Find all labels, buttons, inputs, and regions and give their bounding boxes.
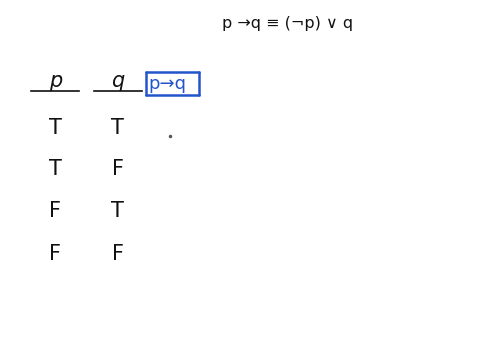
Text: p →q ≡ (¬p) ∨ q: p →q ≡ (¬p) ∨ q: [222, 16, 354, 31]
Text: T: T: [111, 201, 124, 221]
Text: F: F: [49, 244, 61, 264]
Text: F: F: [111, 159, 124, 179]
Text: p: p: [48, 71, 62, 91]
Text: T: T: [49, 118, 61, 138]
Text: T: T: [111, 118, 124, 138]
Text: T: T: [49, 159, 61, 179]
Text: F: F: [111, 244, 124, 264]
Text: q: q: [111, 71, 124, 91]
Text: p→q: p→q: [148, 75, 186, 93]
Text: F: F: [49, 201, 61, 221]
